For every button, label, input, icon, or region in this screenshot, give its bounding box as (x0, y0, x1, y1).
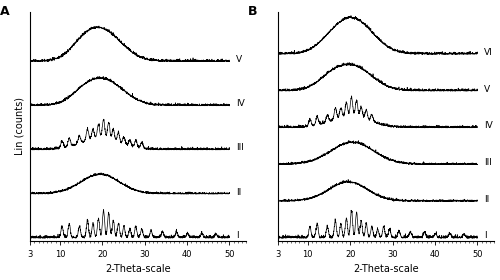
Text: V: V (484, 85, 490, 94)
X-axis label: 2-Theta-scale: 2-Theta-scale (106, 264, 171, 274)
Text: I: I (484, 231, 486, 240)
Text: IV: IV (236, 99, 244, 108)
Text: B: B (248, 5, 258, 18)
Text: VI: VI (484, 48, 492, 57)
Text: III: III (484, 158, 492, 167)
Text: V: V (236, 55, 242, 64)
Y-axis label: Lin (counts): Lin (counts) (14, 97, 24, 155)
Text: IV: IV (484, 121, 492, 130)
Text: II: II (236, 188, 241, 197)
Text: II: II (484, 195, 489, 204)
Text: A: A (0, 5, 10, 18)
X-axis label: 2-Theta-scale: 2-Theta-scale (354, 264, 419, 274)
Text: I: I (236, 231, 238, 240)
Text: III: III (236, 143, 244, 152)
